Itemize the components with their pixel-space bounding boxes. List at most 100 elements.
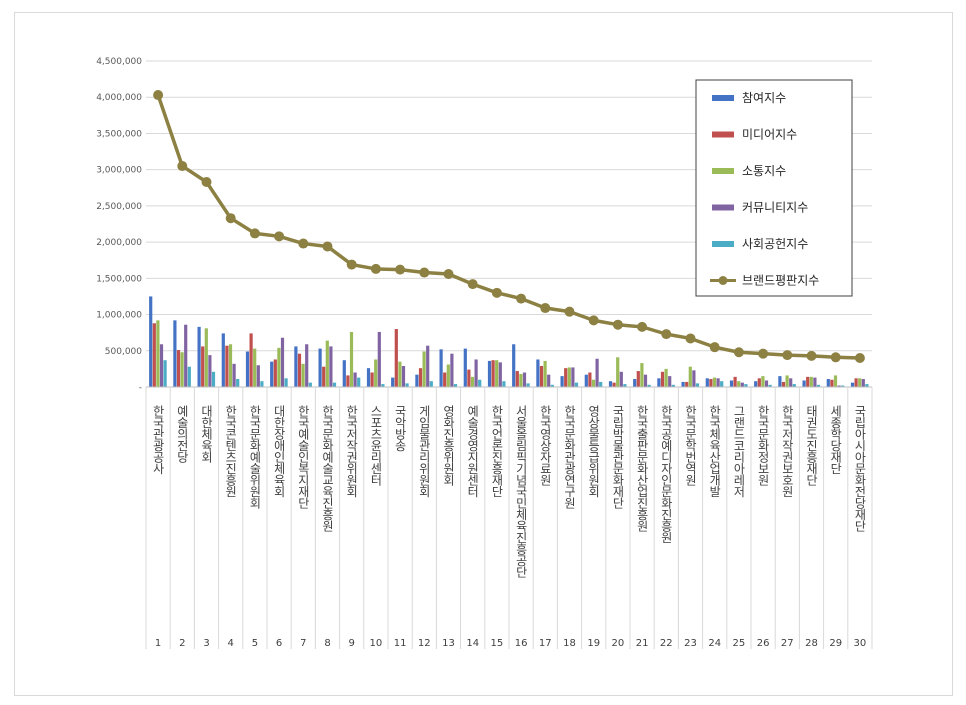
- bar-참여지수: [245, 351, 250, 387]
- legend-swatch: [712, 204, 734, 211]
- category-label: 예술경영지원센터: [466, 405, 480, 498]
- point-브랜드평판지수: [830, 352, 841, 363]
- bar-소통지수: [616, 357, 620, 387]
- bar-소통지수: [374, 359, 378, 387]
- rank-label: 13: [442, 638, 455, 649]
- rank-label: 6: [276, 638, 282, 649]
- bar-미디어지수: [467, 369, 471, 387]
- category-label: 한국문화관광연구원: [563, 405, 577, 509]
- y-tick-label: 3,000,000: [96, 166, 142, 176]
- rank-label: 10: [370, 638, 383, 649]
- point-브랜드평판지수: [322, 241, 333, 252]
- rank-label: 22: [660, 638, 673, 649]
- point-브랜드평판지수: [516, 293, 527, 304]
- bar-커뮤니티지수: [643, 374, 648, 387]
- category-label: 한국예술인복지재단: [296, 405, 310, 509]
- bar-소통지수: [495, 360, 499, 387]
- bar-사회공헌지수: [550, 384, 554, 387]
- point-브랜드평판지수: [588, 315, 599, 326]
- bar-커뮤니티지수: [353, 372, 357, 387]
- rank-label: 23: [684, 638, 697, 649]
- gridlines: [146, 60, 872, 352]
- bar-참여지수: [584, 374, 588, 387]
- point-브랜드평판지수: [782, 350, 793, 361]
- rank-label: 26: [757, 638, 770, 649]
- category-label: 국악방송: [393, 405, 407, 451]
- bar-미디어지수: [757, 378, 761, 387]
- bar-커뮤니티지수: [329, 346, 333, 387]
- bar-사회공헌지수: [453, 384, 458, 387]
- bar-사회공헌지수: [284, 378, 288, 387]
- bar-커뮤니티지수: [837, 385, 841, 387]
- bar-미디어지수: [781, 381, 786, 387]
- bar-사회공헌지수: [260, 381, 264, 387]
- y-tick-label: -: [139, 383, 142, 393]
- bar-커뮤니티지수: [692, 370, 696, 387]
- bar-참여지수: [729, 380, 734, 387]
- bar-커뮤니티지수: [498, 362, 502, 387]
- point-브랜드평판지수: [637, 321, 648, 332]
- bar-커뮤니티지수: [619, 371, 623, 387]
- bar-커뮤니티지수: [305, 344, 309, 387]
- bar-소통지수: [664, 368, 668, 387]
- bar-미디어지수: [176, 350, 181, 387]
- legend-label: 브랜드평판지수: [742, 274, 819, 288]
- bar-참여지수: [850, 382, 855, 387]
- rank-label: 29: [829, 638, 842, 649]
- category-label: 한국문화예술위원회: [248, 405, 262, 509]
- y-tick-label: 500,000: [105, 347, 142, 357]
- legend-swatch: [712, 241, 734, 247]
- point-브랜드평판지수: [661, 329, 672, 340]
- category-label: 한국체육산업개발: [708, 405, 722, 498]
- point-브랜드평판지수: [491, 287, 502, 298]
- bar-소통지수: [277, 347, 281, 387]
- rank-label: 20: [612, 638, 625, 649]
- rank-label: 8: [324, 638, 330, 649]
- bar-참여지수: [705, 378, 709, 387]
- point-브랜드평판지수: [419, 267, 430, 278]
- rank-label: 14: [466, 638, 479, 649]
- y-tick-label: 1,000,000: [96, 311, 142, 321]
- bar-사회공헌지수: [478, 379, 482, 387]
- bar-소통지수: [519, 373, 523, 387]
- point-브랜드평판지수: [346, 259, 357, 270]
- bar-소통지수: [712, 377, 717, 387]
- bar-참여지수: [391, 377, 395, 387]
- bar-참여지수: [778, 376, 782, 387]
- bar-사회공헌지수: [720, 381, 724, 387]
- category-label: 서울올림픽기념국민체육진흥공단: [514, 405, 528, 578]
- rank-label: 16: [515, 638, 528, 649]
- rank-label: 21: [636, 638, 649, 649]
- bar-미디어지수: [564, 368, 568, 387]
- rank-label: 11: [394, 638, 407, 649]
- bar-사회공헌지수: [187, 366, 191, 387]
- bar-참여지수: [802, 380, 806, 387]
- bar-커뮤니티지수: [426, 345, 430, 387]
- bar-미디어지수: [346, 375, 350, 387]
- bar-참여지수: [439, 349, 443, 387]
- bar-참여지수: [657, 378, 661, 387]
- bar-참여지수: [342, 360, 346, 387]
- rank-label: 27: [781, 638, 794, 649]
- category-label: 스포츠윤리센터: [369, 405, 383, 486]
- category-label: 게임물관리위원회: [417, 405, 431, 498]
- bar-사회공헌지수: [816, 384, 821, 387]
- bar-사회공헌지수: [211, 371, 216, 387]
- rank-label: 25: [733, 638, 746, 649]
- category-label: 한국저작권위원회: [345, 405, 359, 498]
- bar-미디어지수: [539, 365, 544, 387]
- bar-사회공헌지수: [332, 382, 337, 387]
- bar-커뮤니티지수: [256, 365, 260, 387]
- legend-marker: [718, 276, 728, 285]
- point-브랜드평판지수: [540, 303, 551, 314]
- rank-label: 28: [805, 638, 818, 649]
- bar-미디어지수: [830, 379, 834, 387]
- point-브랜드평판지수: [443, 268, 454, 279]
- bar-커뮤니티지수: [789, 378, 793, 387]
- rank-label: 30: [854, 638, 867, 649]
- bar-소통지수: [156, 320, 160, 387]
- bar-사회공헌지수: [671, 384, 675, 387]
- bar-참여지수: [415, 374, 419, 387]
- bar-참여지수: [197, 326, 201, 387]
